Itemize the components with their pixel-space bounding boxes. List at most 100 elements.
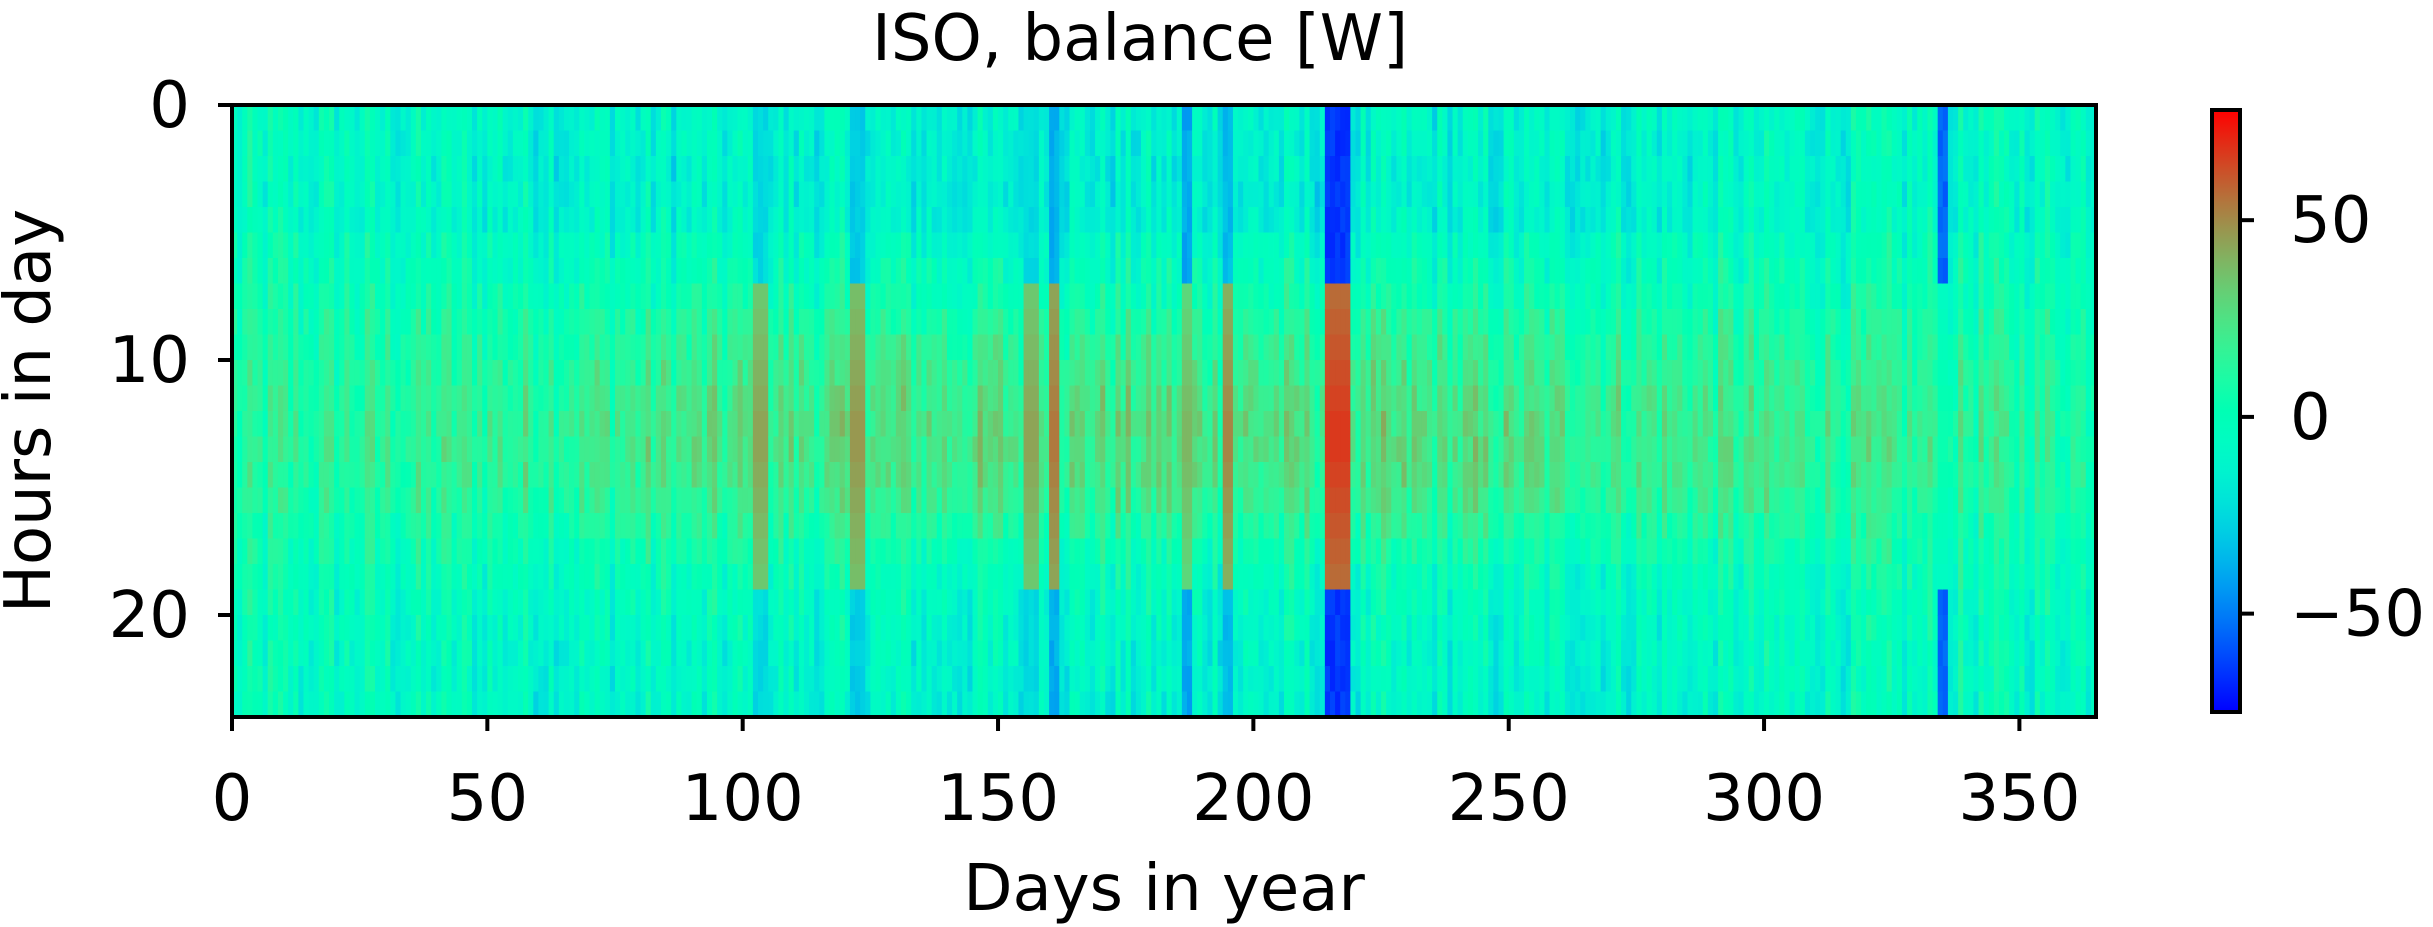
heatmap-cell — [436, 513, 442, 540]
heatmap-cell — [1171, 181, 1178, 208]
heatmap-cell — [374, 385, 381, 412]
heatmap-cell — [885, 130, 892, 157]
heatmap-cell — [1258, 436, 1265, 463]
heatmap-cell — [1273, 615, 1280, 642]
heatmap-cell — [987, 564, 994, 591]
heatmap-cell — [926, 156, 933, 183]
heatmap-cell — [390, 666, 397, 693]
heatmap-cell — [252, 360, 259, 387]
heatmap-cell — [1115, 513, 1122, 540]
heatmap-cell — [957, 564, 963, 591]
heatmap-cell — [395, 105, 402, 132]
heatmap-cell — [640, 615, 647, 642]
heatmap-cell — [1064, 691, 1071, 718]
heatmap-cell — [814, 564, 820, 591]
heatmap-cell — [885, 436, 892, 463]
heatmap-cell — [1084, 258, 1091, 285]
heatmap-cell — [288, 232, 294, 259]
heatmap-cell — [431, 105, 437, 132]
heatmap-cell — [380, 691, 386, 718]
heatmap-cell — [1258, 462, 1265, 489]
heatmap-cell — [655, 360, 662, 387]
heatmap-cell — [1227, 156, 1234, 183]
heatmap-cell — [1028, 462, 1035, 489]
heatmap-cell — [1289, 513, 1295, 540]
heatmap-cell — [829, 691, 836, 718]
heatmap-cell — [599, 385, 606, 412]
heatmap-cell — [992, 462, 999, 489]
heatmap-cell — [967, 232, 974, 259]
heatmap-cell — [1064, 538, 1071, 565]
heatmap-cell — [517, 360, 524, 387]
heatmap-cell — [385, 487, 391, 514]
heatmap-cell — [768, 130, 774, 157]
heatmap-cell — [492, 691, 499, 718]
heatmap-cell — [824, 538, 831, 565]
heatmap-cell — [579, 487, 585, 514]
heatmap-cell — [1232, 334, 1239, 361]
heatmap-cell — [681, 334, 688, 361]
heatmap-cell — [487, 538, 494, 565]
heatmap-cell — [1263, 309, 1270, 336]
heatmap-cell — [487, 411, 494, 438]
heatmap-cell — [553, 411, 560, 438]
heatmap-cell — [1278, 589, 1285, 616]
heatmap-cell — [1289, 436, 1295, 463]
heatmap-cell — [589, 232, 596, 259]
heatmap-cell — [732, 436, 739, 463]
heatmap-cell — [1186, 232, 1193, 259]
heatmap-cell — [1049, 564, 1055, 591]
heatmap-cell — [359, 207, 366, 234]
heatmap-cell — [824, 309, 831, 336]
heatmap-cell — [615, 232, 621, 259]
heatmap-cell — [1110, 156, 1117, 183]
heatmap-cell — [1089, 181, 1096, 208]
heatmap-cell — [660, 462, 667, 489]
heatmap-cell — [1120, 334, 1127, 361]
heatmap-cell — [354, 156, 361, 183]
heatmap-cell — [257, 691, 264, 718]
heatmap-cell — [569, 309, 575, 336]
heatmap-cell — [1054, 258, 1060, 285]
heatmap-cell — [349, 538, 356, 565]
heatmap-cell — [758, 130, 764, 157]
heatmap-cell — [1141, 462, 1147, 489]
heatmap-cell — [855, 564, 861, 591]
heatmap-cell — [609, 181, 616, 208]
heatmap-cell — [252, 258, 259, 285]
heatmap-cell — [390, 564, 397, 591]
heatmap-cell — [1284, 564, 1290, 591]
heatmap-cell — [803, 283, 810, 310]
heatmap-cell — [1263, 283, 1270, 310]
heatmap-cell — [625, 640, 631, 667]
heatmap-cell — [1095, 232, 1101, 259]
heatmap-cell — [824, 691, 831, 718]
heatmap-cell — [323, 130, 330, 157]
heatmap-cell — [563, 589, 570, 616]
heatmap-cell — [262, 487, 269, 514]
heatmap-cell — [364, 513, 371, 540]
heatmap-cell — [472, 156, 478, 183]
heatmap-cell — [1243, 640, 1249, 667]
heatmap-cell — [609, 615, 616, 642]
heatmap-cell — [946, 487, 953, 514]
heatmap-cell — [992, 283, 999, 310]
heatmap-cell — [676, 334, 683, 361]
heatmap-cell — [921, 462, 928, 489]
heatmap-cell — [283, 283, 289, 310]
heatmap-cell — [1186, 385, 1193, 412]
heatmap-cell — [936, 615, 943, 642]
heatmap-cell — [1176, 334, 1183, 361]
heatmap-cell — [783, 258, 790, 285]
heatmap-cell — [1207, 589, 1214, 616]
heatmap-cell — [487, 130, 494, 157]
heatmap-cell — [849, 691, 856, 718]
heatmap-cell — [1202, 411, 1209, 438]
heatmap-cell — [814, 666, 820, 693]
heatmap-cell — [477, 156, 483, 183]
heatmap-cell — [1013, 309, 1020, 336]
heatmap-cell — [712, 156, 718, 183]
heatmap-cell — [1238, 640, 1244, 667]
heatmap-cell — [1018, 538, 1025, 565]
heatmap-cell — [906, 487, 912, 514]
